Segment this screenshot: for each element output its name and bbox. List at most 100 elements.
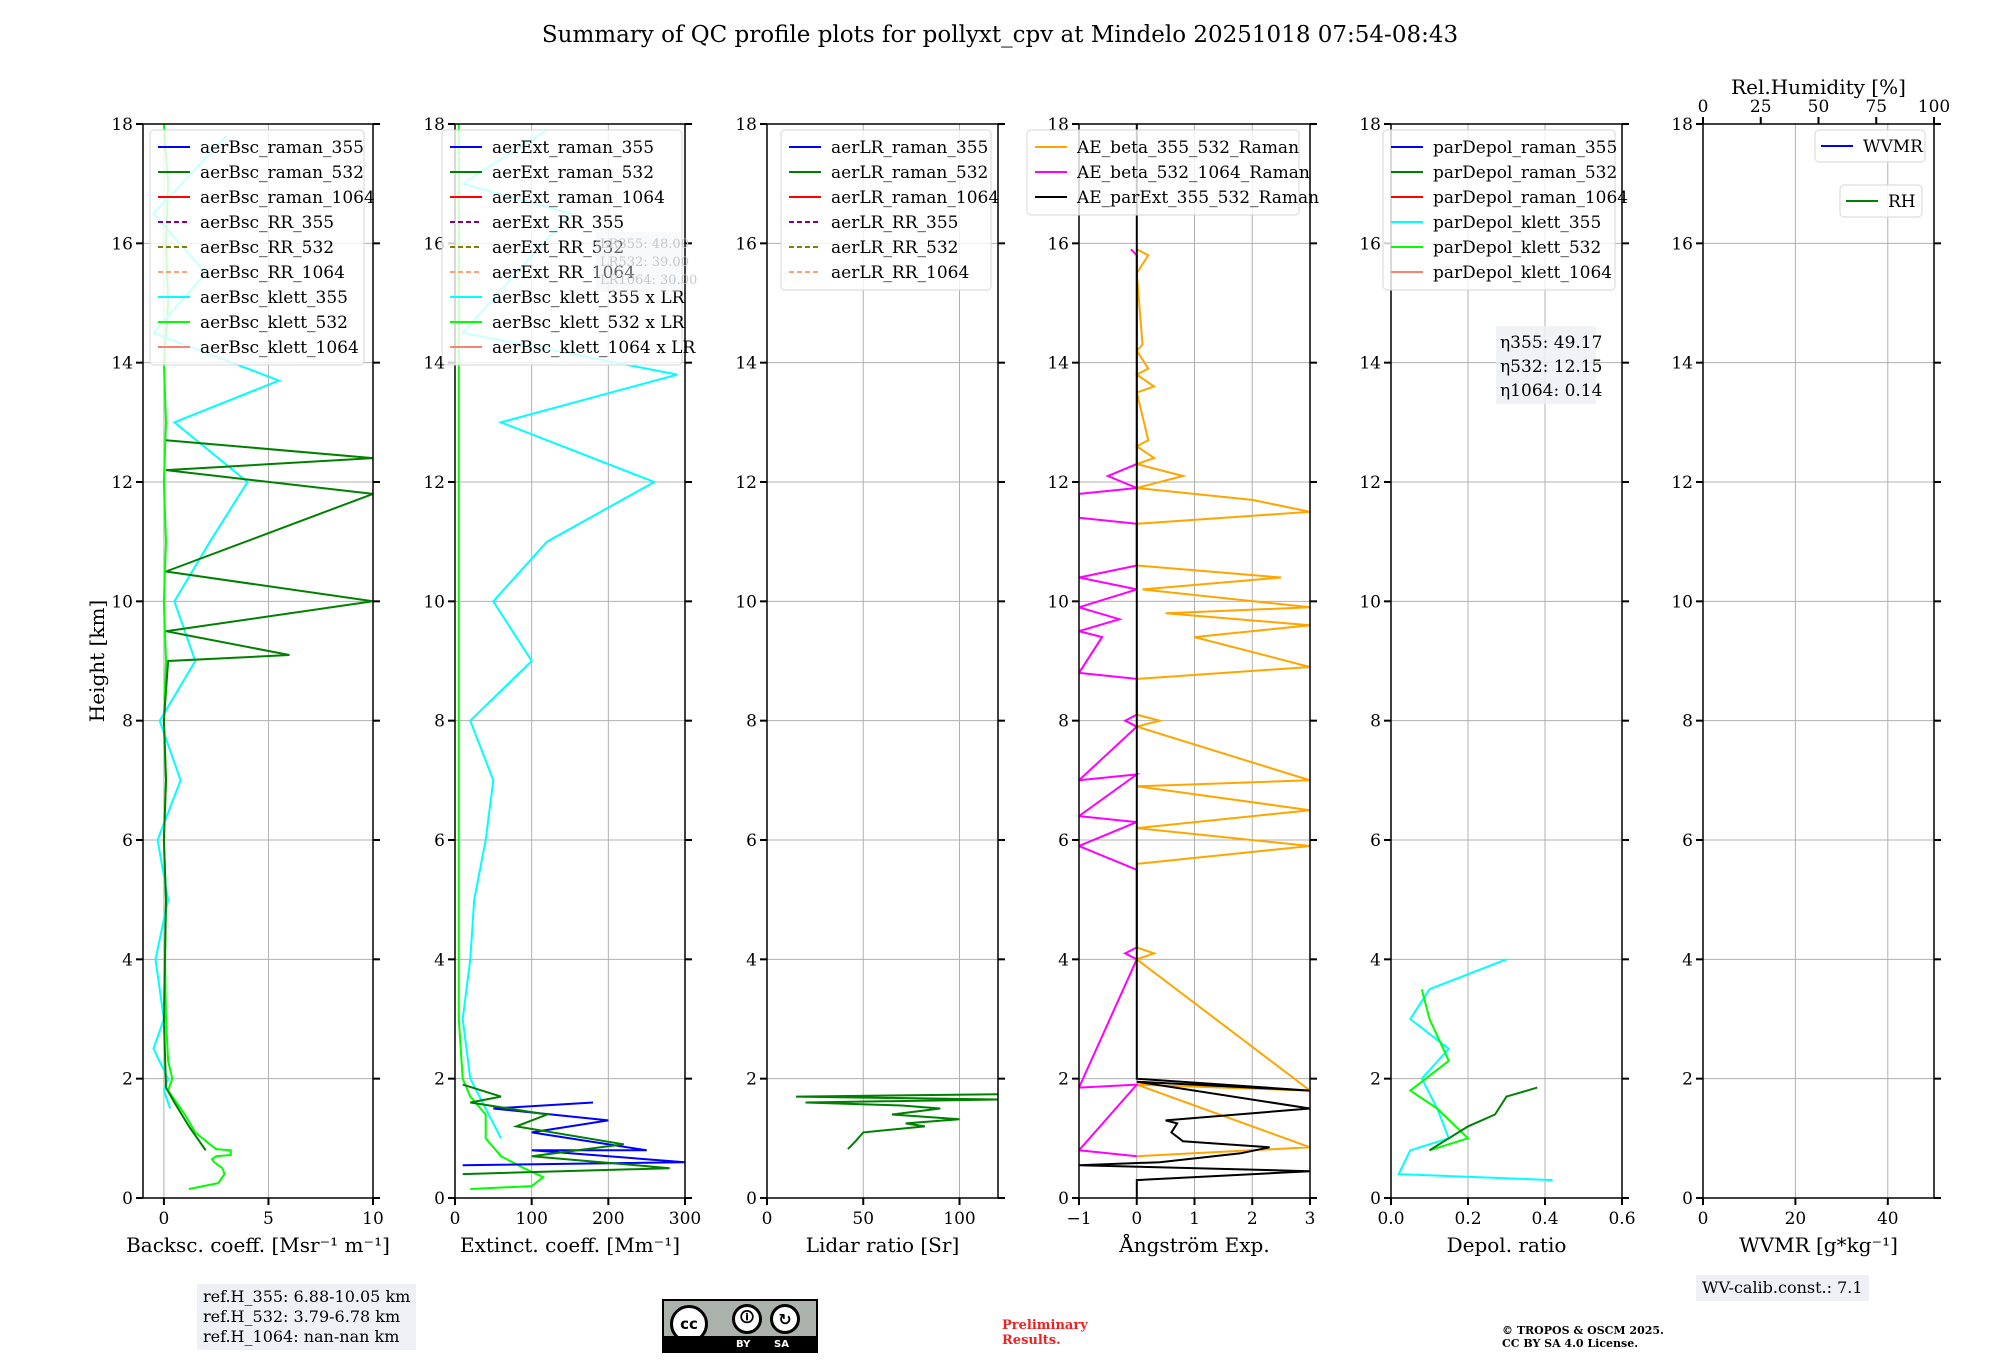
- axes-frame: [454, 123, 686, 1199]
- legend-label: parDepol_raman_532: [1433, 163, 1617, 183]
- copyright-line-2: CC BY SA 4.0 License.: [1502, 1337, 1639, 1350]
- legend-label: aerBsc_raman_532: [200, 163, 364, 183]
- legend-label: parDepol_klett_1064: [1433, 263, 1612, 283]
- series-line-aerBsc_klett_532 x LR: [457, 124, 546, 1190]
- x-tick-label: 100: [515, 1209, 547, 1229]
- y-tick-label: 10: [423, 592, 445, 612]
- y-tick-label: 16: [111, 234, 133, 254]
- legend-box: [1814, 129, 1926, 163]
- x-tick-label: −1: [1066, 1209, 1091, 1229]
- x-tick-label: 300: [669, 1209, 701, 1229]
- series-group: [795, 1093, 998, 1150]
- y-tick-label: 10: [735, 592, 757, 612]
- series-line-AE_beta_355_532_Raman: [1133, 248, 1310, 1158]
- y-tick-label: 4: [1370, 950, 1381, 970]
- series-line-aerBsc_klett_532: [162, 124, 232, 1190]
- cc-sa-label: SA: [774, 1339, 789, 1350]
- legend-box: [1382, 129, 1616, 291]
- legend-label: aerBsc_RR_1064: [200, 263, 345, 283]
- ref-height-1064: ref.H_1064: nan-nan km: [203, 1327, 400, 1346]
- x-tick-label: 3: [1305, 1209, 1316, 1229]
- preliminary-line-2: Results.: [1002, 1333, 1061, 1348]
- legend-label: aerBsc_raman_1064: [200, 188, 375, 208]
- y-tick-label: 14: [1359, 354, 1381, 374]
- y-tick-label: 12: [1671, 473, 1693, 493]
- x-axis-label: WVMR [g*kg⁻¹]: [1739, 1233, 1898, 1257]
- legend-label: aerExt_raman_532: [492, 163, 654, 183]
- panel-extinction: 0 100 200 300 0 2 4 6 8 10 12 14 16 18 Extinct. coeff.…: [423, 115, 701, 1257]
- annotation-text: LR532: 39.00: [600, 255, 689, 270]
- legend-label: parDepol_klett_532: [1433, 238, 1601, 258]
- legend-box: [1839, 184, 1923, 218]
- y-tick-label: 8: [434, 712, 445, 732]
- series-line-aerBsc_raman_532: [162, 439, 373, 1151]
- y-tick-label: 4: [1682, 950, 1693, 970]
- legend-label: aerLR_RR_1064: [831, 263, 969, 283]
- y-tick-label: 14: [423, 354, 445, 374]
- cc-badge-bar: [664, 1336, 816, 1351]
- y-tick-label: 14: [1047, 354, 1069, 374]
- x-tick-label: 100: [943, 1209, 975, 1229]
- y-tick-label: 12: [111, 473, 133, 493]
- annotation-text: LR1064: 30.00: [600, 273, 697, 288]
- legend-label: aerLR_raman_355: [831, 138, 988, 158]
- annotation-text: η532: 12.15: [1500, 357, 1602, 377]
- legend-box: [1026, 129, 1300, 216]
- legend-label: aerBsc_klett_532: [200, 313, 348, 333]
- x-tick-label: 0: [762, 1209, 773, 1229]
- legend-label: parDepol_raman_355: [1433, 138, 1617, 158]
- wv-calibration-text: WV-calib.const.: 7.1: [1702, 1278, 1863, 1297]
- figure-title: Summary of QC profile plots for pollyxt_…: [541, 22, 1459, 48]
- preliminary-line-1: Preliminary: [1002, 1318, 1088, 1333]
- top-tick-label: 75: [1865, 97, 1887, 117]
- y-tick-label: 6: [434, 831, 445, 851]
- y-tick-label: 4: [434, 950, 445, 970]
- ref-height-532: ref.H_532: 3.79-6.78 km: [203, 1307, 401, 1326]
- axes-frame: [1390, 123, 1623, 1199]
- legend-label: aerExt_RR_355: [492, 213, 624, 233]
- legend-box: [441, 129, 683, 366]
- cc-license-badge: cc 🛈 ↻ BY SA: [662, 1299, 818, 1353]
- legend-label: aerLR_RR_532: [831, 238, 958, 258]
- series-line-parDepol_raman_532: [1428, 1086, 1538, 1152]
- legend-box: [780, 129, 992, 291]
- y-tick-label: 18: [1359, 115, 1381, 135]
- x-tick-label: 5: [263, 1209, 274, 1229]
- panel-lidar-ratio: 0 50 100 0 2 4 6 8 10 12 14 16 18 Lidar ratio [Sr] aer…: [735, 115, 1005, 1257]
- top-axis-label: Rel.Humidity [%]: [1731, 75, 1906, 99]
- y-tick-label: 8: [1058, 712, 1069, 732]
- y-tick-label: 2: [746, 1070, 757, 1090]
- y-tick-label: 0: [1682, 1189, 1693, 1209]
- x-axis-label: Backsc. coeff. [Msr⁻¹ m⁻¹]: [126, 1233, 390, 1257]
- share-alike-icon: ↻: [770, 1304, 800, 1334]
- legend-label: aerLR_RR_355: [831, 213, 958, 233]
- legend-label: parDepol_klett_355: [1433, 213, 1601, 233]
- copyright-note: © TROPOS & OSCM 2025. CC BY SA 4.0 Licen…: [1502, 1324, 1664, 1350]
- top-tick-label: 0: [1698, 97, 1709, 117]
- x-tick-label: 0.4: [1531, 1209, 1558, 1229]
- y-tick-label: 6: [1058, 831, 1069, 851]
- x-tick-label: 0: [1698, 1209, 1709, 1229]
- x-tick-label: 0.2: [1454, 1209, 1481, 1229]
- y-tick-label: 12: [735, 473, 757, 493]
- legend-label: aerBsc_klett_532 x LR: [492, 313, 686, 333]
- y-tick-label: 8: [746, 712, 757, 732]
- y-tick-label: 2: [1370, 1070, 1381, 1090]
- y-tick-label: 10: [1359, 592, 1381, 612]
- x-tick-label: 0: [158, 1209, 169, 1229]
- panel-depolarization: 0.0 0.2 0.4 0.6 0 2 4 6 8 10 12 14 16 18 Depol. ratio p…: [1359, 115, 1635, 1257]
- x-axis-label: Ångström Exp.: [1118, 1232, 1269, 1257]
- series-line-AE_parExt_355_532_Raman: [1079, 124, 1310, 1198]
- legend-label: aerExt_RR_532: [492, 238, 624, 258]
- top-tick-label: 25: [1750, 97, 1772, 117]
- x-tick-label: 20: [1785, 1209, 1807, 1229]
- panel-water-vapor: 0 20 40 0 2 4 6 8 10 12 14 16 18 WVMR [g*kg⁻¹] 0 25 50 75…: [1671, 75, 1950, 1257]
- y-tick-label: 14: [111, 354, 133, 374]
- x-tick-label: 0.0: [1377, 1209, 1404, 1229]
- cc-by-label: BY: [736, 1339, 751, 1350]
- y-tick-label: 6: [1682, 831, 1693, 851]
- y-tick-label: 2: [1058, 1070, 1069, 1090]
- x-tick-label: 50: [852, 1209, 874, 1229]
- y-axis-label: Height [km]: [85, 600, 109, 722]
